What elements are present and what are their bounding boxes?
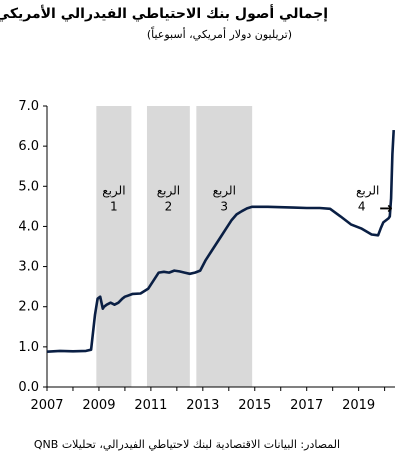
x-tick-label: 2019: [342, 398, 375, 413]
chart-title: إجمالي أصول بنك الاحتياطي الفيدرالي الأم…: [0, 6, 328, 22]
y-tick-label: 3.0: [18, 260, 39, 275]
shaded-region-3: [196, 106, 253, 387]
shaded-label-1: الربع: [102, 183, 125, 198]
x-tick-label: 2017: [290, 398, 323, 413]
y-tick-label: 0.0: [18, 380, 39, 395]
x-tick-label: 2013: [186, 398, 219, 413]
x-tick-label: 2007: [30, 398, 63, 413]
chart-subtitle: (تريليون دولار أمريكي، أسبوعياً): [146, 28, 292, 41]
y-tick-label: 6.0: [18, 139, 39, 154]
annotation-arrow-icon: →: [379, 198, 392, 217]
shaded-number-1: 1: [110, 199, 118, 213]
annotation-label: الربع: [356, 183, 379, 198]
y-tick-label: 4.0: [18, 219, 39, 234]
shaded-number-2: 2: [165, 199, 173, 213]
x-tick-label: 2015: [238, 398, 271, 413]
y-tick-label: 2.0: [18, 300, 39, 315]
shaded-number-3: 3: [220, 199, 228, 213]
y-tick-label: 5.0: [18, 179, 39, 194]
shaded-region-2: [146, 106, 190, 387]
x-tick-label: 2009: [82, 398, 115, 413]
source-note: المصادر: البيانات الاقتصادية لبنك لاحتيا…: [33, 438, 340, 451]
shaded-label-3: الربع: [213, 183, 236, 198]
shaded-region-1: [96, 106, 132, 387]
x-tick-label: 2011: [134, 398, 167, 413]
series-line-1: [46, 130, 395, 353]
annotation-number: 4: [358, 199, 366, 213]
shaded-label-2: الربع: [157, 183, 180, 198]
y-tick-label: 7.0: [18, 99, 39, 114]
y-tick-label: 1.0: [18, 340, 39, 355]
